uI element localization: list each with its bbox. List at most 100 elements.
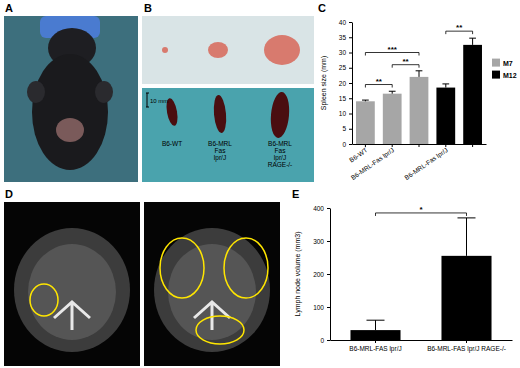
- x-tick: B6-WT: [348, 144, 369, 164]
- y-axis: 0510152025303540: [339, 19, 353, 148]
- y-tick: 30: [339, 49, 352, 56]
- legend-label: M12: [503, 72, 517, 79]
- tick-label: B6-MRL-Fas lpr/J: [403, 146, 449, 182]
- tick-mark: [327, 307, 330, 308]
- photo-lymph-node: [264, 35, 300, 65]
- y-axis: 0 100 200 300 400: [313, 205, 330, 344]
- tick-mark: [349, 22, 352, 23]
- tick-mark: [327, 274, 330, 275]
- tick-mark: [466, 340, 467, 343]
- ct-body: [14, 228, 130, 352]
- bar: [350, 330, 400, 340]
- x-tick: [419, 144, 420, 147]
- tick-label: 30: [339, 49, 347, 56]
- photo-spleen: [212, 95, 227, 134]
- tick-mark: [419, 144, 420, 147]
- tick-label: 15: [339, 95, 347, 102]
- error-bar: [442, 84, 449, 88]
- panel-label: C: [318, 2, 326, 14]
- tick-mark: [392, 144, 393, 147]
- y-tick: 300: [313, 238, 330, 245]
- y-axis-title: Lymph node volume (mm3): [294, 232, 302, 317]
- photo-lymph-node: [162, 47, 168, 53]
- error-bar: [416, 71, 423, 77]
- tick-label: B6-WT: [348, 146, 369, 163]
- tick-label: B6-MRL-Fas lpr/J: [350, 146, 396, 182]
- photo-background: [142, 88, 314, 182]
- figure: 10 mm B6-WT B6-MRLFaslpr/J B6-MRLFaslpr/JRA…: [0, 0, 520, 368]
- panel-label: D: [5, 188, 13, 200]
- y-tick: 0: [320, 337, 330, 344]
- annotation-text: **: [456, 23, 463, 32]
- scale-bar-label: 10 mm: [150, 98, 168, 104]
- error-bar: [469, 38, 476, 45]
- ct-body-inner: [28, 244, 116, 340]
- tick-mark: [349, 129, 352, 130]
- tick-label: 0: [342, 141, 346, 148]
- tick-label: B6-MRL-FAS lpr/J RAGE-/-: [427, 345, 506, 353]
- tick-mark: [349, 37, 352, 38]
- photo-label: B6-MRLFaslpr/JRAGE-/-: [268, 140, 293, 168]
- annotation-text: **: [376, 77, 383, 86]
- tick-mark: [375, 340, 376, 343]
- panel-label: A: [5, 2, 13, 14]
- ct-node-outline: [224, 238, 268, 298]
- plot-marks: [350, 218, 491, 340]
- tick-mark: [327, 241, 330, 242]
- y-tick: 0: [342, 141, 352, 148]
- tick-mark: [327, 340, 330, 341]
- tick-label: 20: [339, 80, 347, 87]
- axis-line: [352, 23, 353, 145]
- tick-label: 200: [313, 271, 324, 278]
- photo-node: [27, 81, 45, 103]
- legend: M7M12: [492, 59, 517, 79]
- photo-mouse-body: [32, 54, 108, 170]
- y-tick: 40: [339, 19, 352, 26]
- panel-label: E: [292, 188, 299, 200]
- error-bar: [366, 320, 384, 330]
- photo-background: [4, 16, 138, 182]
- tick-mark: [349, 114, 352, 115]
- bar: [410, 77, 429, 144]
- tick-label: B6-MRL-FAS lpr/J: [349, 345, 401, 353]
- x-tick: B6-MRL-FAS lpr/J RAGE-/-: [427, 340, 506, 353]
- legend-swatch: [492, 59, 500, 67]
- tick-mark: [349, 53, 352, 54]
- tick-label: 35: [339, 34, 347, 41]
- tick-mark: [445, 144, 446, 147]
- y-axis-title: Spleen size (mm): [320, 56, 328, 110]
- ct-spine: [54, 302, 90, 330]
- scale-bar: [146, 93, 149, 107]
- photos: 10 mm B6-WT B6-MRLFaslpr/J B6-MRLFaslpr/JRA…: [4, 16, 314, 366]
- photo-lymph-node: [208, 42, 228, 58]
- x-tick: [472, 144, 473, 147]
- chart: 0510152025303540B6-WTB6-MRL-Fas lpr/JB6-…: [320, 19, 517, 182]
- photo-belly: [56, 118, 84, 142]
- x-axis: B6-WTB6-MRL-Fas lpr/JB6-MRL-Fas lpr/J: [348, 144, 487, 182]
- x-axis: B6-MRL-FAS lpr/J B6-MRL-FAS lpr/J RAGE-/-: [331, 340, 513, 353]
- bar: [463, 45, 482, 144]
- plot-marks: [356, 38, 482, 144]
- tick-label: 40: [339, 19, 347, 26]
- photo-label: B6-WT: [162, 140, 182, 147]
- tick-label: 5: [342, 125, 346, 132]
- annotation-text: ***: [388, 45, 398, 54]
- legend-swatch: [492, 71, 500, 79]
- ct-body: [154, 228, 270, 352]
- y-tick: 400: [313, 205, 330, 212]
- ct-node-outline: [196, 316, 244, 344]
- y-tick: 25: [339, 64, 352, 71]
- ct-node-outline: [160, 238, 204, 298]
- error-bar: [362, 100, 369, 101]
- photo-label: B6-MRLFaslpr/J: [208, 140, 232, 162]
- tick-mark: [349, 83, 352, 84]
- plot: 0510152025303540B6-WTB6-MRL-Fas lpr/JB6-…: [339, 19, 487, 182]
- bar: [441, 256, 491, 340]
- error-bar: [389, 91, 396, 93]
- axis-line: [331, 340, 513, 341]
- x-tick: B6-MRL-FAS lpr/J: [349, 340, 401, 353]
- chart: 0100200300400B6-MRL-FAS lpr/JB6-MRL-FAS …: [294, 205, 513, 353]
- annotation-text: **: [402, 57, 409, 66]
- y-tick: 100: [313, 304, 330, 311]
- x-tick: B6-MRL-Fas lpr/J: [403, 144, 449, 182]
